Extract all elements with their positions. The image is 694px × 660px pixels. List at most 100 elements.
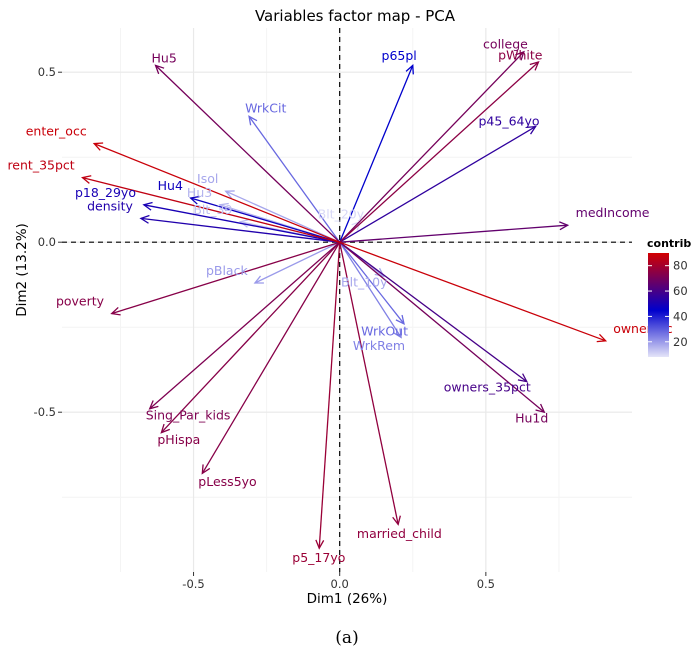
arrowhead [515,50,525,61]
arrowhead [392,515,401,526]
arrowhead [253,275,264,284]
arrowhead [142,201,153,211]
x-tick-label: 0.5 [477,577,495,591]
label-poverty: poverty [56,294,105,309]
label-pblack: pBlack [206,263,249,278]
y-axis-title: Dim2 (13.2%) [14,223,30,317]
arrow-owners-35pct [339,241,528,383]
x-tick-label: 0.0 [331,577,349,591]
arrow-owner-oc [339,241,606,342]
arrow-density [140,217,340,243]
label-blt-10y: Blt_10y [341,274,388,289]
label-hu5: Hu5 [152,50,177,65]
x-tick-label: -0.5 [182,577,204,591]
label-p18-29yo: p18_29yo [75,185,136,200]
arrowhead [160,423,171,434]
label-blt-20y: Blt_20y [318,207,365,222]
arrow-married-child [339,242,399,525]
label-married-child: married_child [357,526,442,541]
label-pwhite: pWhite [498,47,543,62]
label-p5-17yo: p5_17yo [292,550,345,565]
arrowhead [393,328,402,339]
arrow-pwhite [339,61,539,243]
arrow-wrkcit [248,116,341,243]
arrowhead [201,464,211,475]
label-rent-35pct: rent_35pct [7,158,74,173]
arrowhead [526,125,537,135]
arrow-wrkout [339,241,405,325]
label-enter-occ: enter_occ [26,124,87,139]
arrowhead [596,333,608,343]
arrow-phispa [160,241,341,434]
arrow-hu1d [339,241,545,413]
zero-lines [62,28,632,572]
y-tick-label: 0.0 [38,235,56,249]
label-density: density [87,198,133,213]
label-phispa: pHispa [157,432,200,447]
arrow-p18-29yo [143,204,340,243]
arrowhead [248,115,258,126]
y-tick-label: -0.5 [34,405,56,419]
y-tick-label: 0.5 [38,65,56,79]
label-college: college [483,37,528,52]
gridlines [62,28,632,572]
arrowhead [218,202,229,212]
legend-ticks: 80 60 40 20 [648,259,688,349]
arrow-hu4 [190,197,340,243]
arrowhead [405,64,414,75]
label-sing-par-kids: Sing_Par_kids [146,407,231,422]
arrowhead [374,267,385,278]
arrowhead [81,175,92,184]
arrow-p65pl [339,65,414,243]
variable-arrows [81,50,608,550]
arrow-hu5 [155,64,341,243]
label-hu3: Hu3 [187,185,212,200]
arrow-poverty [111,241,340,315]
label-isol: Isol [197,171,218,186]
label-wrkrem: WrkRem [353,338,405,353]
arrowhead [154,64,165,75]
arrow-pless5yo [201,241,341,474]
label-hu1d: Hu1d [515,411,548,426]
arrowhead [148,400,159,410]
x-axis-title: Dim1 (26%) [307,591,388,607]
legend-tick-label: 80 [673,259,688,273]
arrowhead [238,218,250,228]
arrow-isol [225,190,340,243]
plot-panel: Blt_20yBlt_39Hu3IsolBlt_10ypBlackWrkRemW… [7,28,673,572]
label-medincome: medIncome [576,205,650,220]
arrow-p45-64yo [339,126,536,243]
arrowhead [559,221,570,231]
contrib-legend: contrib 80 60 40 20 [647,237,691,357]
legend-tick-label: 20 [673,335,688,349]
arrowhead [535,403,546,414]
label-pless5yo: pLess5yo [198,474,256,489]
arrow-medincome [339,224,568,243]
arrow-sing-par-kids [149,241,341,410]
label-blt-39: Blt_39 [193,202,232,217]
arrowhead [529,60,540,71]
axis-ticks: -0.5 0.0 0.5 -0.5 0.0 0.5 [34,65,495,591]
legend-tick-label: 40 [673,309,688,323]
variable-labels: Blt_20yBlt_39Hu3IsolBlt_10ypBlackWrkRemW… [7,37,672,566]
arrowhead [517,373,528,383]
arrowhead [315,539,325,550]
arrow-pblack [254,241,340,284]
label-p65pl: p65pl [382,48,417,63]
arrow-rent-35pct [82,176,340,243]
legend-tick-label: 60 [673,284,688,298]
legend-title: contrib [647,237,691,250]
arrow-college [339,51,525,243]
arrowhead [110,306,121,316]
chart-title: Variables factor map - PCA [255,7,456,25]
arrowhead [189,195,200,205]
arrowhead [92,142,104,151]
arrow-p5-17yo [318,242,341,549]
arrowhead [139,214,150,224]
arrow-enter-occ [93,142,340,243]
label-owners-35pct: owners_35pct [444,380,531,395]
arrow-wrkrem [339,241,402,338]
label-hu4: Hu4 [158,178,183,193]
figure-caption: (a) [335,628,358,648]
